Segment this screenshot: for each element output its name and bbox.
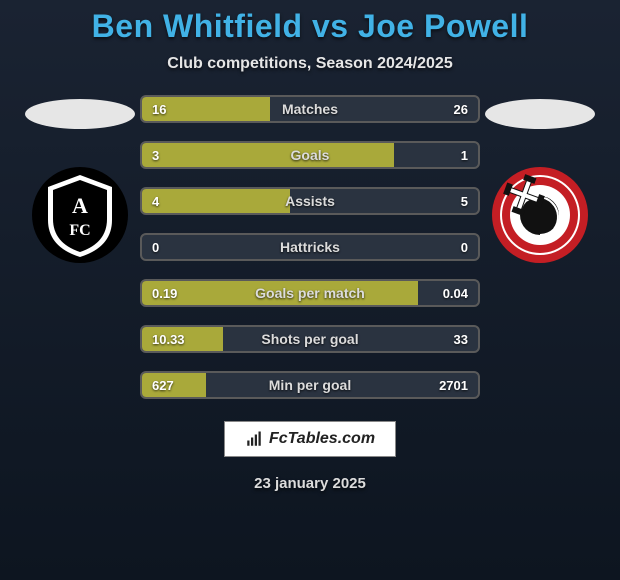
stat-row: 31Goals (140, 141, 480, 169)
stats-bars: 1626Matches 31Goals 45Assists 00Hattricks 0.… (140, 95, 480, 399)
chart-icon (245, 430, 263, 448)
stat-row: 10.3333Shots per goal (140, 325, 480, 353)
stat-label: Hattricks (142, 239, 478, 255)
stat-row: 45Assists (140, 187, 480, 215)
stat-row: 1626Matches (140, 95, 480, 123)
stat-label: Min per goal (142, 377, 478, 393)
brand-badge[interactable]: FcTables.com (224, 421, 396, 457)
stat-row: 00Hattricks (140, 233, 480, 261)
stat-label: Matches (142, 101, 478, 117)
stat-label: Goals (142, 147, 478, 163)
stat-label: Shots per goal (142, 331, 478, 347)
player-ellipse-right (485, 99, 595, 129)
stat-row: 6272701Min per goal (140, 371, 480, 399)
stat-label: Assists (142, 193, 478, 209)
player-ellipse-left (25, 99, 135, 129)
crest-right (490, 165, 590, 265)
stat-label: Goals per match (142, 285, 478, 301)
page-title: Ben Whitfield vs Joe Powell (92, 8, 529, 45)
svg-text:A: A (72, 193, 88, 218)
crest-left: A FC (30, 165, 130, 265)
subtitle: Club competitions, Season 2024/2025 (167, 55, 452, 73)
main-content: A FC 1626Matches 31Goals 45Assists 00Hattri… (0, 95, 620, 399)
brand-text: FcTables.com (269, 430, 375, 448)
footer-date: 23 january 2025 (254, 475, 366, 492)
stat-row: 0.190.04Goals per match (140, 279, 480, 307)
left-player-col: A FC (20, 95, 140, 265)
right-player-col (480, 95, 600, 265)
svg-text:FC: FC (69, 222, 90, 239)
